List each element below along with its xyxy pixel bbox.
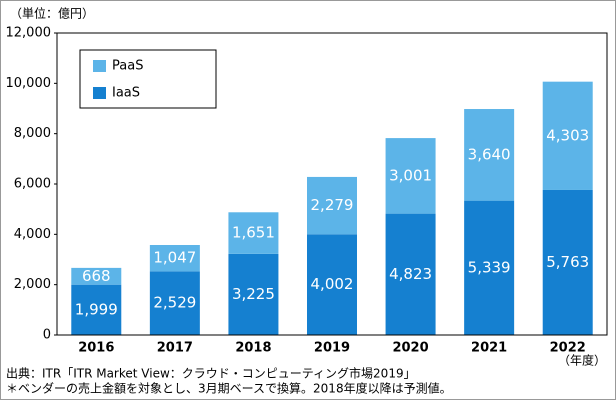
value-label: 2,279 <box>311 196 354 214</box>
bar-segment <box>71 284 122 335</box>
value-label: 1,999 <box>75 300 118 318</box>
y-tick-label: 6,000 <box>14 177 51 192</box>
value-label: 5,763 <box>546 253 589 271</box>
legend-swatch <box>93 60 106 72</box>
value-label: 4,002 <box>311 275 354 293</box>
bar-segment <box>464 109 515 201</box>
value-label: 1,651 <box>232 224 275 242</box>
bar-segment <box>228 253 279 335</box>
unit-label: （単位：億円） <box>10 6 94 21</box>
bar-segment <box>464 200 515 335</box>
bar-segment <box>542 81 593 190</box>
x-tick-label: 2017 <box>157 341 193 356</box>
y-tick-label: 12,000 <box>6 26 52 41</box>
legend-label: PaaS <box>112 59 143 74</box>
x-tick-label: 2018 <box>235 341 271 356</box>
value-label: 3,640 <box>468 145 511 163</box>
y-tick-label: 8,000 <box>14 126 51 141</box>
bar-segment <box>149 271 200 335</box>
bar-segment <box>71 267 122 285</box>
value-label: 3,001 <box>389 166 432 184</box>
value-label: 4,303 <box>546 126 589 144</box>
x-tick-label: 2021 <box>471 341 507 356</box>
value-label: 4,823 <box>389 265 432 283</box>
bar-segment <box>307 176 357 235</box>
value-label: 2,529 <box>153 294 196 312</box>
x-tick-label: 2022 <box>550 341 586 356</box>
bar-segment <box>542 189 593 335</box>
legend-swatch <box>93 87 106 99</box>
x-tick-label: 2020 <box>392 341 428 356</box>
y-tick-label: 2,000 <box>14 277 51 292</box>
y-tick-label: 4,000 <box>14 227 51 242</box>
plot-border <box>56 32 608 336</box>
legend-box <box>79 49 217 109</box>
value-label: 668 <box>82 267 111 285</box>
bar-segment <box>385 138 436 214</box>
value-label: 5,339 <box>468 258 511 276</box>
y-tick-label: 0 <box>43 328 51 343</box>
bar-segment <box>385 213 436 335</box>
x-tick-label: 2016 <box>78 341 114 356</box>
bar-segment <box>228 212 279 254</box>
legend-label: IaaS <box>112 86 140 101</box>
x-unit-label: （年度） <box>558 353 606 368</box>
note: ＊ベンダーの売上金額を対象とし、3月期ベースで換算。2018年度以降は予測値。 <box>6 381 452 396</box>
y-tick-label: 10,000 <box>6 76 52 91</box>
bar-segment <box>149 245 200 272</box>
source: 出典：ITR「ITR Market View：クラウド・コンピューティング市場2… <box>6 366 416 381</box>
x-tick-label: 2019 <box>314 341 350 356</box>
value-label: 1,047 <box>153 249 196 267</box>
bar-segment <box>307 234 357 335</box>
value-label: 3,225 <box>232 285 275 303</box>
